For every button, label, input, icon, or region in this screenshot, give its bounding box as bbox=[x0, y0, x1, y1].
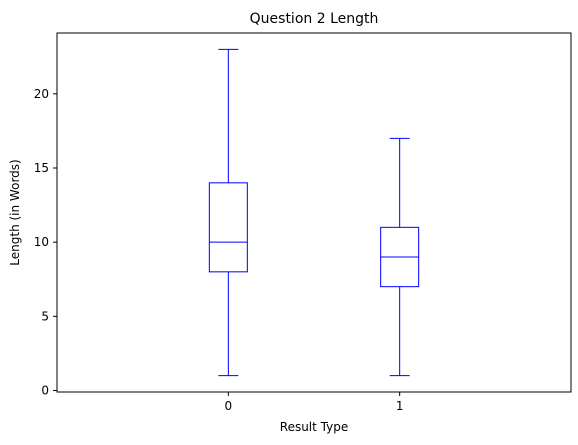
box-plot-0 bbox=[208, 48, 248, 377]
plot-area: 0 5 10 15 20 0 1 bbox=[34, 48, 420, 413]
x-tick-label: 0 bbox=[225, 399, 233, 413]
y-tick-label: 0 bbox=[41, 384, 49, 398]
chart-title: Question 2 Length bbox=[250, 11, 379, 27]
y-tick-label: 15 bbox=[34, 161, 49, 175]
y-tick-label: 5 bbox=[41, 309, 49, 323]
y-axis-label: Length (in Words) bbox=[8, 159, 22, 265]
y-tick-label: 10 bbox=[34, 235, 49, 249]
x-axis-label: Result Type bbox=[280, 420, 348, 434]
box-iqr bbox=[208, 182, 248, 273]
y-tick-label: 20 bbox=[34, 87, 49, 101]
box-plot-1 bbox=[380, 137, 420, 377]
plot-frame bbox=[56, 32, 572, 393]
x-tick-label: 1 bbox=[396, 399, 404, 413]
